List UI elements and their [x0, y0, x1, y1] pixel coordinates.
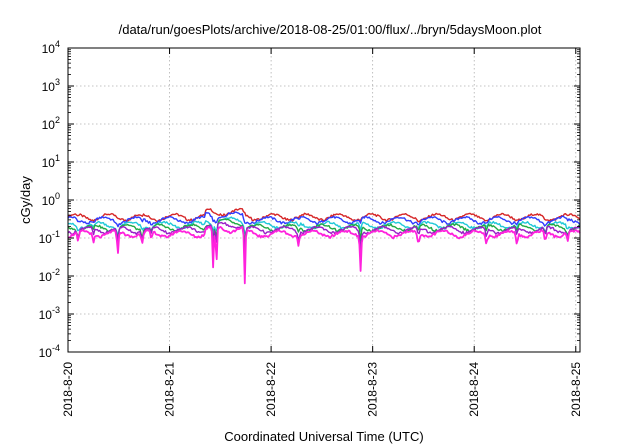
x-tick-label: 2018-8-22 — [264, 362, 278, 417]
grid — [68, 48, 580, 352]
series-line — [67, 211, 581, 228]
x-tick-label: 2018-8-25 — [569, 362, 583, 417]
chart-title: /data/run/goesPlots/archive/2018-08-25/0… — [119, 22, 542, 37]
series-line — [67, 207, 581, 223]
x-tick-label: 2018-8-21 — [163, 362, 177, 417]
x-tick-label: 2018-8-23 — [366, 362, 380, 417]
x-tick-label: 2018-8-24 — [467, 362, 481, 417]
x-axis-label: Coordinated Universal Time (UTC) — [224, 429, 423, 444]
y-axis-label: cGy/day — [18, 176, 33, 224]
series-line — [67, 221, 581, 253]
series-group — [67, 207, 581, 285]
series-line — [67, 225, 581, 285]
x-axis: 2018-8-20 2018-8-21 2018-8-22 2018-8-23 2018… — [61, 48, 583, 417]
x-tick-label: 2018-8-20 — [61, 362, 75, 417]
